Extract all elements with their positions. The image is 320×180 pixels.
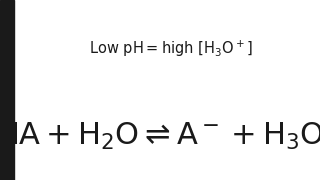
Bar [0, 0, 14, 180]
Text: $\mathrm{HA + H_2O \rightleftharpoons A^- + H_3O^+}$: $\mathrm{HA + H_2O \rightleftharpoons A^… [0, 118, 320, 152]
Text: $\mathrm{Low\ pH = high\ [H_3O^+]}$: $\mathrm{Low\ pH = high\ [H_3O^+]}$ [89, 39, 253, 59]
